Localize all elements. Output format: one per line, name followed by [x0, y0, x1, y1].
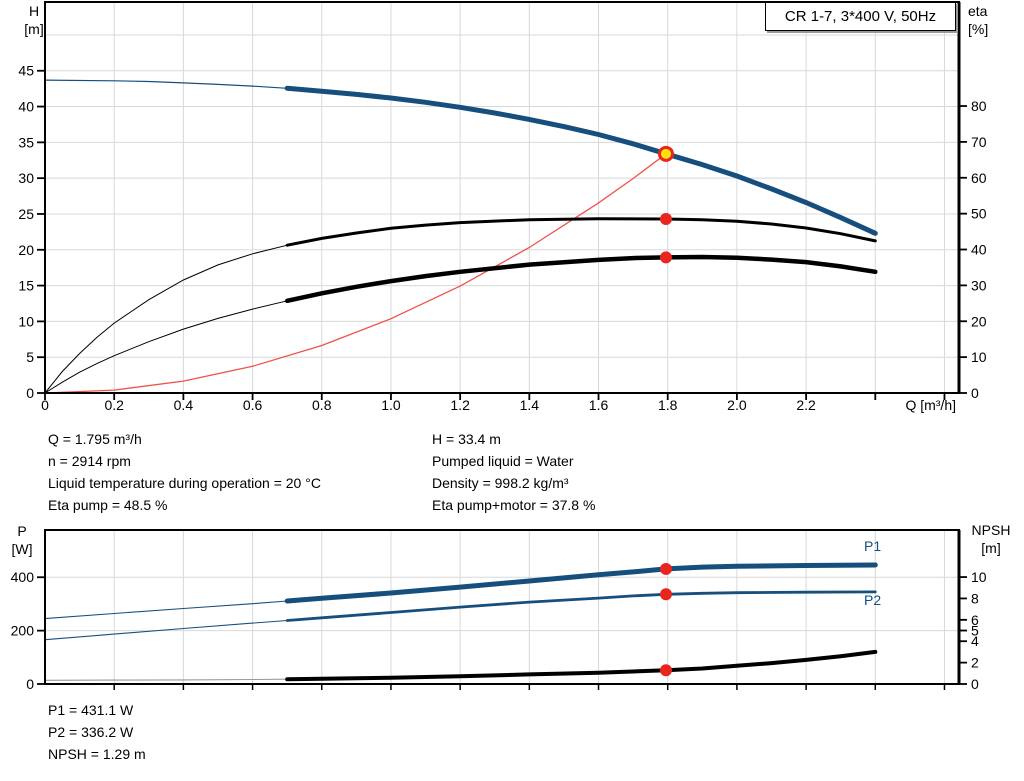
tick-label-right: 0	[971, 676, 979, 692]
pump-title-box: CR 1-7, 3*400 V, 50Hz	[765, 2, 956, 31]
npsh-curve-thin	[44, 678, 288, 681]
tick-label-left: 200	[11, 623, 35, 639]
info-head: H = 33.4 m	[432, 431, 501, 447]
tick-label-bottom: 0.2	[104, 397, 124, 413]
eta-pump-motor-curve-thin	[44, 300, 288, 394]
operating-point-dot	[659, 664, 672, 677]
tick-label-right: 6	[971, 612, 979, 628]
info-p2: P2 = 336.2 W	[48, 724, 134, 740]
tick-label-left: 35	[18, 134, 34, 150]
tick-label-right: 80	[971, 98, 987, 114]
duty-point-marker	[657, 145, 674, 162]
tick-label-right: 10	[971, 349, 987, 365]
tick-label-right: 5	[971, 623, 979, 639]
operating-point-dot	[659, 562, 672, 575]
plot-frame	[44, 529, 960, 685]
info-p1: P1 = 431.1 W	[48, 702, 134, 718]
result-info: P1 = 431.1 W P2 = 336.2 W NPSH = 1.29 m	[48, 699, 146, 765]
p2-curve-label: P2	[864, 592, 882, 608]
tick-label-right: 20	[971, 313, 987, 329]
tick-label-left: 30	[18, 170, 34, 186]
tick-label-right: 0	[971, 385, 979, 401]
eta-pump-curve-thin	[44, 244, 288, 394]
h-axis-title: H	[28, 3, 40, 19]
tick-label-bottom: 0.6	[243, 397, 263, 413]
p-axis-title: P	[17, 523, 27, 539]
tick-label-left: 0	[26, 676, 34, 692]
system-curve	[44, 153, 667, 394]
tick-label-right: 40	[971, 242, 987, 258]
tick-label-left: 25	[18, 206, 34, 222]
operating-point-dot	[659, 213, 672, 226]
q-axis-title: Q [m³/h]	[905, 397, 956, 413]
npsh-curve	[285, 649, 878, 682]
p-axis-unit: [W]	[11, 541, 33, 557]
info-speed: n = 2914 rpm	[48, 453, 131, 469]
p1-curve	[284, 562, 878, 604]
info-pumped-liquid: Pumped liquid = Water	[432, 453, 574, 469]
tick-label-left: 15	[18, 278, 34, 294]
eta-axis-unit: [%]	[968, 21, 989, 37]
eta-pump-curve	[285, 217, 877, 247]
tick-label-bottom: 1.4	[520, 397, 540, 413]
operating-point-dot	[659, 251, 672, 264]
npsh-axis-title: NPSH	[971, 522, 1011, 538]
info-density: Density = 998.2 kg/m³	[432, 475, 569, 491]
tick-label-left: 0	[26, 385, 34, 401]
npsh-axis-unit: [m]	[981, 540, 1001, 556]
info-liquid-temperature: Liquid temperature during operation = 20…	[48, 475, 321, 491]
info-flow: Q = 1.795 m³/h	[48, 431, 142, 447]
eta-pump-motor-curve	[284, 254, 878, 304]
tick-label-left: 5	[26, 349, 34, 365]
tick-label-left: 45	[18, 63, 34, 79]
tick-label-left: 40	[18, 99, 34, 115]
pump-title-text: CR 1-7, 3*400 V, 50Hz	[784, 8, 937, 25]
p2-curve	[285, 590, 877, 622]
tick-label-bottom: 1.0	[381, 397, 401, 413]
tick-label-bottom: 1.8	[658, 397, 678, 413]
tick-label-bottom: 2.2	[796, 397, 816, 413]
tick-label-bottom: 2.0	[727, 397, 747, 413]
info-eta-pump-motor: Eta pump+motor = 37.8 %	[432, 497, 596, 513]
eta-axis-title: eta	[968, 3, 988, 19]
tick-label-right: 8	[971, 590, 979, 606]
power-npsh-chart: 400 200 0 10 8 654 2 0	[11, 529, 987, 692]
plot-frame	[44, 1, 960, 394]
tick-label-right: 30	[971, 277, 987, 293]
tick-label-bottom: 0.4	[174, 397, 194, 413]
p1-curve-thin	[44, 600, 288, 620]
tick-label-right: 50	[971, 206, 987, 222]
tick-label-right: 10	[971, 569, 987, 585]
tick-label-right: 60	[971, 170, 987, 186]
qh-curve-thin	[44, 79, 288, 89]
p2-curve-thin	[44, 619, 288, 641]
qh-curve	[284, 85, 878, 236]
tick-label-bottom: 0	[41, 397, 49, 413]
info-eta-pump: Eta pump = 48.5 %	[48, 497, 168, 513]
info-npsh: NPSH = 1.29 m	[48, 746, 146, 762]
tick-label-left: 400	[11, 569, 35, 585]
tick-label-left: 20	[18, 242, 34, 258]
tick-label-bottom: 1.2	[450, 397, 470, 413]
tick-label-right: 4	[971, 633, 979, 649]
p1-curve-label: P1	[864, 538, 882, 554]
tick-label-right: 70	[971, 134, 987, 150]
tick-label-right: 2	[971, 655, 979, 671]
h-axis-unit: [m]	[24, 21, 44, 37]
tick-label-bottom: 0.8	[312, 397, 332, 413]
operating-info-left: Q = 1.795 m³/h n = 2914 rpm Liquid tempe…	[48, 428, 321, 516]
tick-label-left: 10	[18, 313, 34, 329]
operating-point-dot	[659, 588, 672, 601]
operating-info-right: H = 33.4 m Pumped liquid = Water Density…	[432, 428, 595, 516]
tick-label-bottom: 1.6	[589, 397, 609, 413]
